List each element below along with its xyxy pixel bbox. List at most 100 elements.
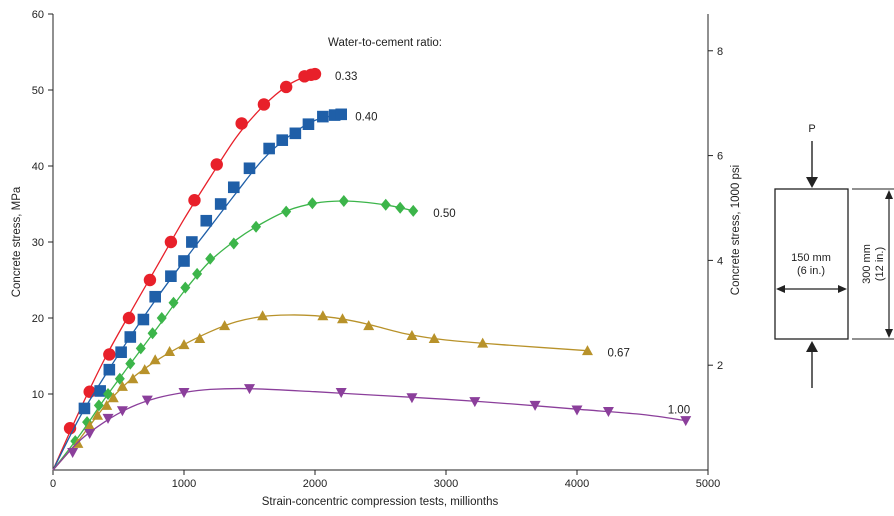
series-1-00: 1.00 <box>52 384 692 471</box>
load-arrow-bottom-head <box>806 341 818 352</box>
data-point <box>149 290 161 303</box>
data-point <box>94 385 106 397</box>
x-tick-label: 1000 <box>172 478 196 490</box>
data-point <box>317 310 329 321</box>
data-point <box>307 197 318 210</box>
data-point <box>178 387 190 398</box>
data-point <box>92 409 104 420</box>
data-point <box>101 399 113 410</box>
data-point <box>107 392 119 403</box>
y2-tick-label: 4 <box>717 255 723 267</box>
data-point <box>680 416 692 427</box>
data-point <box>143 273 157 287</box>
data-point <box>93 399 104 412</box>
width-arrow-left <box>776 285 785 293</box>
y2-axis-title: Concrete stress, 1000 psi <box>730 165 742 295</box>
data-point <box>263 142 275 155</box>
data-point <box>328 109 341 121</box>
load-arrow-top-head <box>806 177 818 188</box>
width-label-mm: 150 mm <box>791 252 831 264</box>
y2-tick-label: 8 <box>717 46 723 58</box>
x-tick-label: 2000 <box>303 478 327 490</box>
series-label: 0.50 <box>433 208 455 220</box>
data-point <box>164 235 178 249</box>
data-point <box>149 354 161 365</box>
y-tick-group: 10 20 30 40 50 60 <box>32 9 53 401</box>
data-point <box>200 214 213 227</box>
data-point <box>84 420 96 431</box>
width-label-in: (6 in.) <box>797 265 825 277</box>
specimen-outline <box>774 188 849 340</box>
y2-tick-group: 2 4 6 8 <box>708 46 723 372</box>
load-label: P <box>808 123 815 135</box>
data-point <box>308 67 322 81</box>
data-point <box>188 194 201 207</box>
data-point <box>244 384 255 395</box>
data-point <box>302 118 315 130</box>
series-line <box>52 73 316 471</box>
data-point <box>210 158 223 171</box>
x-tick-label: 5000 <box>696 478 720 490</box>
data-point <box>178 255 190 267</box>
data-point <box>228 237 239 250</box>
y-tick-label: 30 <box>32 237 44 249</box>
data-point <box>116 406 128 417</box>
height-arrow-bottom <box>885 329 893 338</box>
data-point <box>363 320 375 331</box>
data-point <box>180 281 191 294</box>
data-point <box>251 220 262 233</box>
data-point <box>235 117 248 130</box>
series-label: 0.33 <box>335 71 357 83</box>
y-tick-label: 10 <box>32 389 44 401</box>
data-point <box>115 346 127 358</box>
data-point <box>78 402 91 415</box>
data-point <box>164 345 176 356</box>
height-label-mm: 300 mm <box>861 244 873 284</box>
data-point <box>122 311 136 325</box>
series-line <box>52 200 414 471</box>
data-point <box>84 429 96 440</box>
data-point <box>335 108 347 121</box>
specimen-diagram: P 150 mm (6 in.) 300 mm (12 in.) <box>774 123 894 388</box>
data-point <box>380 198 391 211</box>
series-label: 0.40 <box>355 111 377 123</box>
data-point <box>257 98 271 111</box>
data-point <box>205 252 216 265</box>
data-point <box>581 345 593 356</box>
data-point <box>227 181 240 194</box>
data-point <box>63 422 77 435</box>
data-point <box>408 204 419 217</box>
data-point <box>139 364 151 375</box>
series-0-50: 0.50 <box>52 194 456 471</box>
legend-title: Water-to-cement ratio: <box>328 37 442 49</box>
data-point <box>289 127 302 140</box>
height-label-in: (12 in.) <box>874 247 886 281</box>
data-point <box>529 400 541 411</box>
data-point <box>281 205 292 218</box>
data-point <box>243 162 256 175</box>
data-point <box>103 363 116 376</box>
x-tick-label: 3000 <box>434 478 458 490</box>
x-axis-title: Strain-concentric compression tests, mil… <box>262 496 499 508</box>
data-point <box>602 406 614 417</box>
y2-tick-label: 6 <box>717 151 723 163</box>
data-point <box>337 313 349 324</box>
data-point <box>116 380 128 391</box>
series-group: 0.33 0.40 0.50 0.67 1.00 <box>52 67 692 471</box>
y-tick-label: 50 <box>32 85 44 97</box>
data-point <box>395 201 406 214</box>
y-axis-title: Concrete stress, MPa <box>11 186 23 297</box>
data-point <box>147 327 158 340</box>
data-point <box>125 357 136 370</box>
data-point <box>335 387 347 398</box>
data-point <box>103 388 114 400</box>
data-point <box>194 333 206 344</box>
data-point <box>103 348 116 361</box>
series-line <box>52 387 686 471</box>
data-point <box>406 329 418 340</box>
series-0-33: 0.33 <box>52 67 357 471</box>
data-point <box>428 333 440 344</box>
data-point <box>186 236 198 248</box>
